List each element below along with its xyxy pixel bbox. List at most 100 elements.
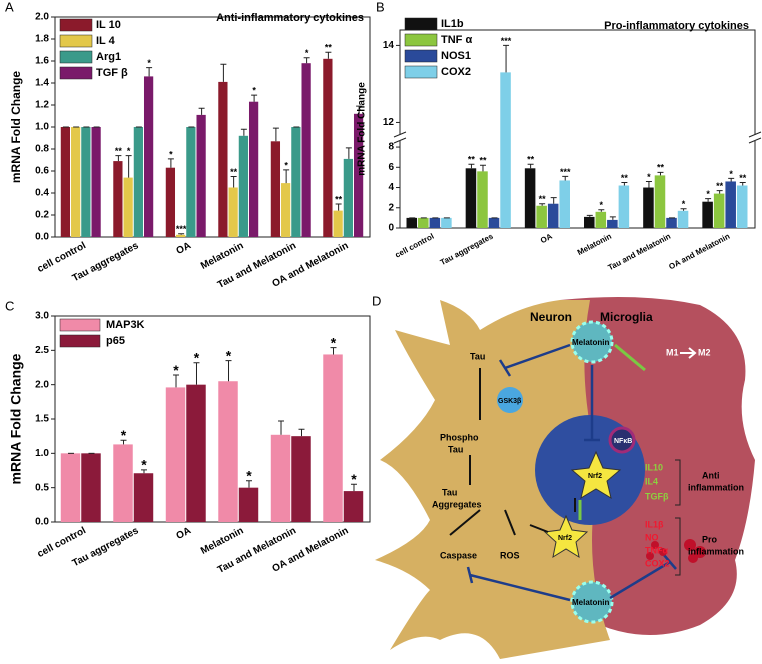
label: inflammation [688,482,744,492]
error-bar [350,483,357,492]
error-bar [527,163,534,169]
legend-swatch [404,17,438,31]
significance: ** [230,167,238,177]
legend-swatch [59,334,101,348]
y-tick-label: 0.8 [35,144,49,155]
label: Microglia [600,310,653,324]
significance: * [194,349,200,365]
bar [536,205,547,228]
legend-swatch [59,318,101,332]
y-tick-label: 0.4 [35,188,49,199]
significance: * [252,85,256,95]
melatonin-receptor [570,320,614,364]
y-tick-label: 0.2 [35,210,49,221]
error-bar [503,44,510,73]
plot-frame [399,29,756,229]
label: Melatonin [572,598,609,607]
bar [60,127,71,237]
label: NFκB [614,438,632,445]
bar [143,76,154,238]
bar [559,180,570,228]
error-bar [621,181,628,186]
legend-swatch [404,33,438,47]
label: M1 [666,347,679,357]
bar [91,127,101,237]
legend-label: IL 4 [96,35,116,47]
label: TGFβ [645,491,669,501]
error-bar [120,439,127,445]
y-tick-label: 0 [388,223,394,234]
label: Tau [442,487,457,497]
legend-label: NOS1 [441,50,471,62]
bar [618,185,630,228]
error-bar [739,181,746,186]
label: IL10 [645,462,663,472]
bar [736,185,748,228]
bar [500,72,511,229]
x-tick-label: OA [539,232,554,246]
bar [228,187,238,237]
nrf2-star [543,514,589,559]
cytokine-cluster [646,539,706,563]
significance: ** [468,155,476,165]
error-bar [298,428,305,437]
significance: * [121,427,127,443]
legend-label: TGF β [96,67,128,79]
error-bar [705,198,712,202]
bar [218,381,238,522]
error-bar [356,105,363,114]
bar [60,453,81,522]
bar [113,444,133,522]
y-tick-label: 2.0 [35,12,49,23]
y-tick-label: 0.6 [35,166,49,177]
error-bar [335,203,342,211]
error-bar [178,233,185,235]
error-bar [173,374,180,388]
y-tick-label: 2 [388,202,394,213]
bar [465,168,477,228]
bar [248,101,259,237]
panel-label: B [376,0,385,14]
nrf2-star [570,450,622,500]
axis-break [749,135,761,141]
bar [133,127,143,237]
label: Tau [448,444,463,454]
legend-swatch [404,49,438,63]
bar [607,219,618,228]
significance: * [147,58,151,68]
bar [301,63,311,238]
legend-label: TNF α [441,34,472,46]
error-bar [230,176,237,188]
error-bar [550,197,557,204]
bar [713,193,725,228]
x-tick-label: OA and Melatonin [667,232,731,272]
bar [186,127,196,237]
bar [113,161,123,237]
bar [323,354,343,522]
legend-label: IL 10 [96,19,121,31]
x-tick-label: Tau aggregates [439,231,495,267]
significance: * [706,189,710,199]
significance: * [127,146,131,156]
label: TNFα [645,545,668,555]
legend-label: Arg1 [96,51,121,63]
significance: * [331,334,337,350]
nfkb-node [608,426,636,454]
error-bar [609,216,616,220]
panel-label: C [5,298,14,313]
error-bar [598,209,605,212]
significance: ** [479,156,487,166]
significance: * [682,199,686,209]
x-tick-label: cell control [394,232,436,260]
bar [291,436,311,522]
label: Anti [702,470,720,480]
significance: ** [335,194,343,204]
x-tick-label: OA [174,525,192,542]
y-tick-label: 0.0 [35,517,49,528]
bar [477,171,488,228]
bracket [675,459,681,576]
label: IL1β [645,519,664,529]
significance: * [647,172,651,182]
bar [441,217,452,228]
bar [165,167,176,237]
